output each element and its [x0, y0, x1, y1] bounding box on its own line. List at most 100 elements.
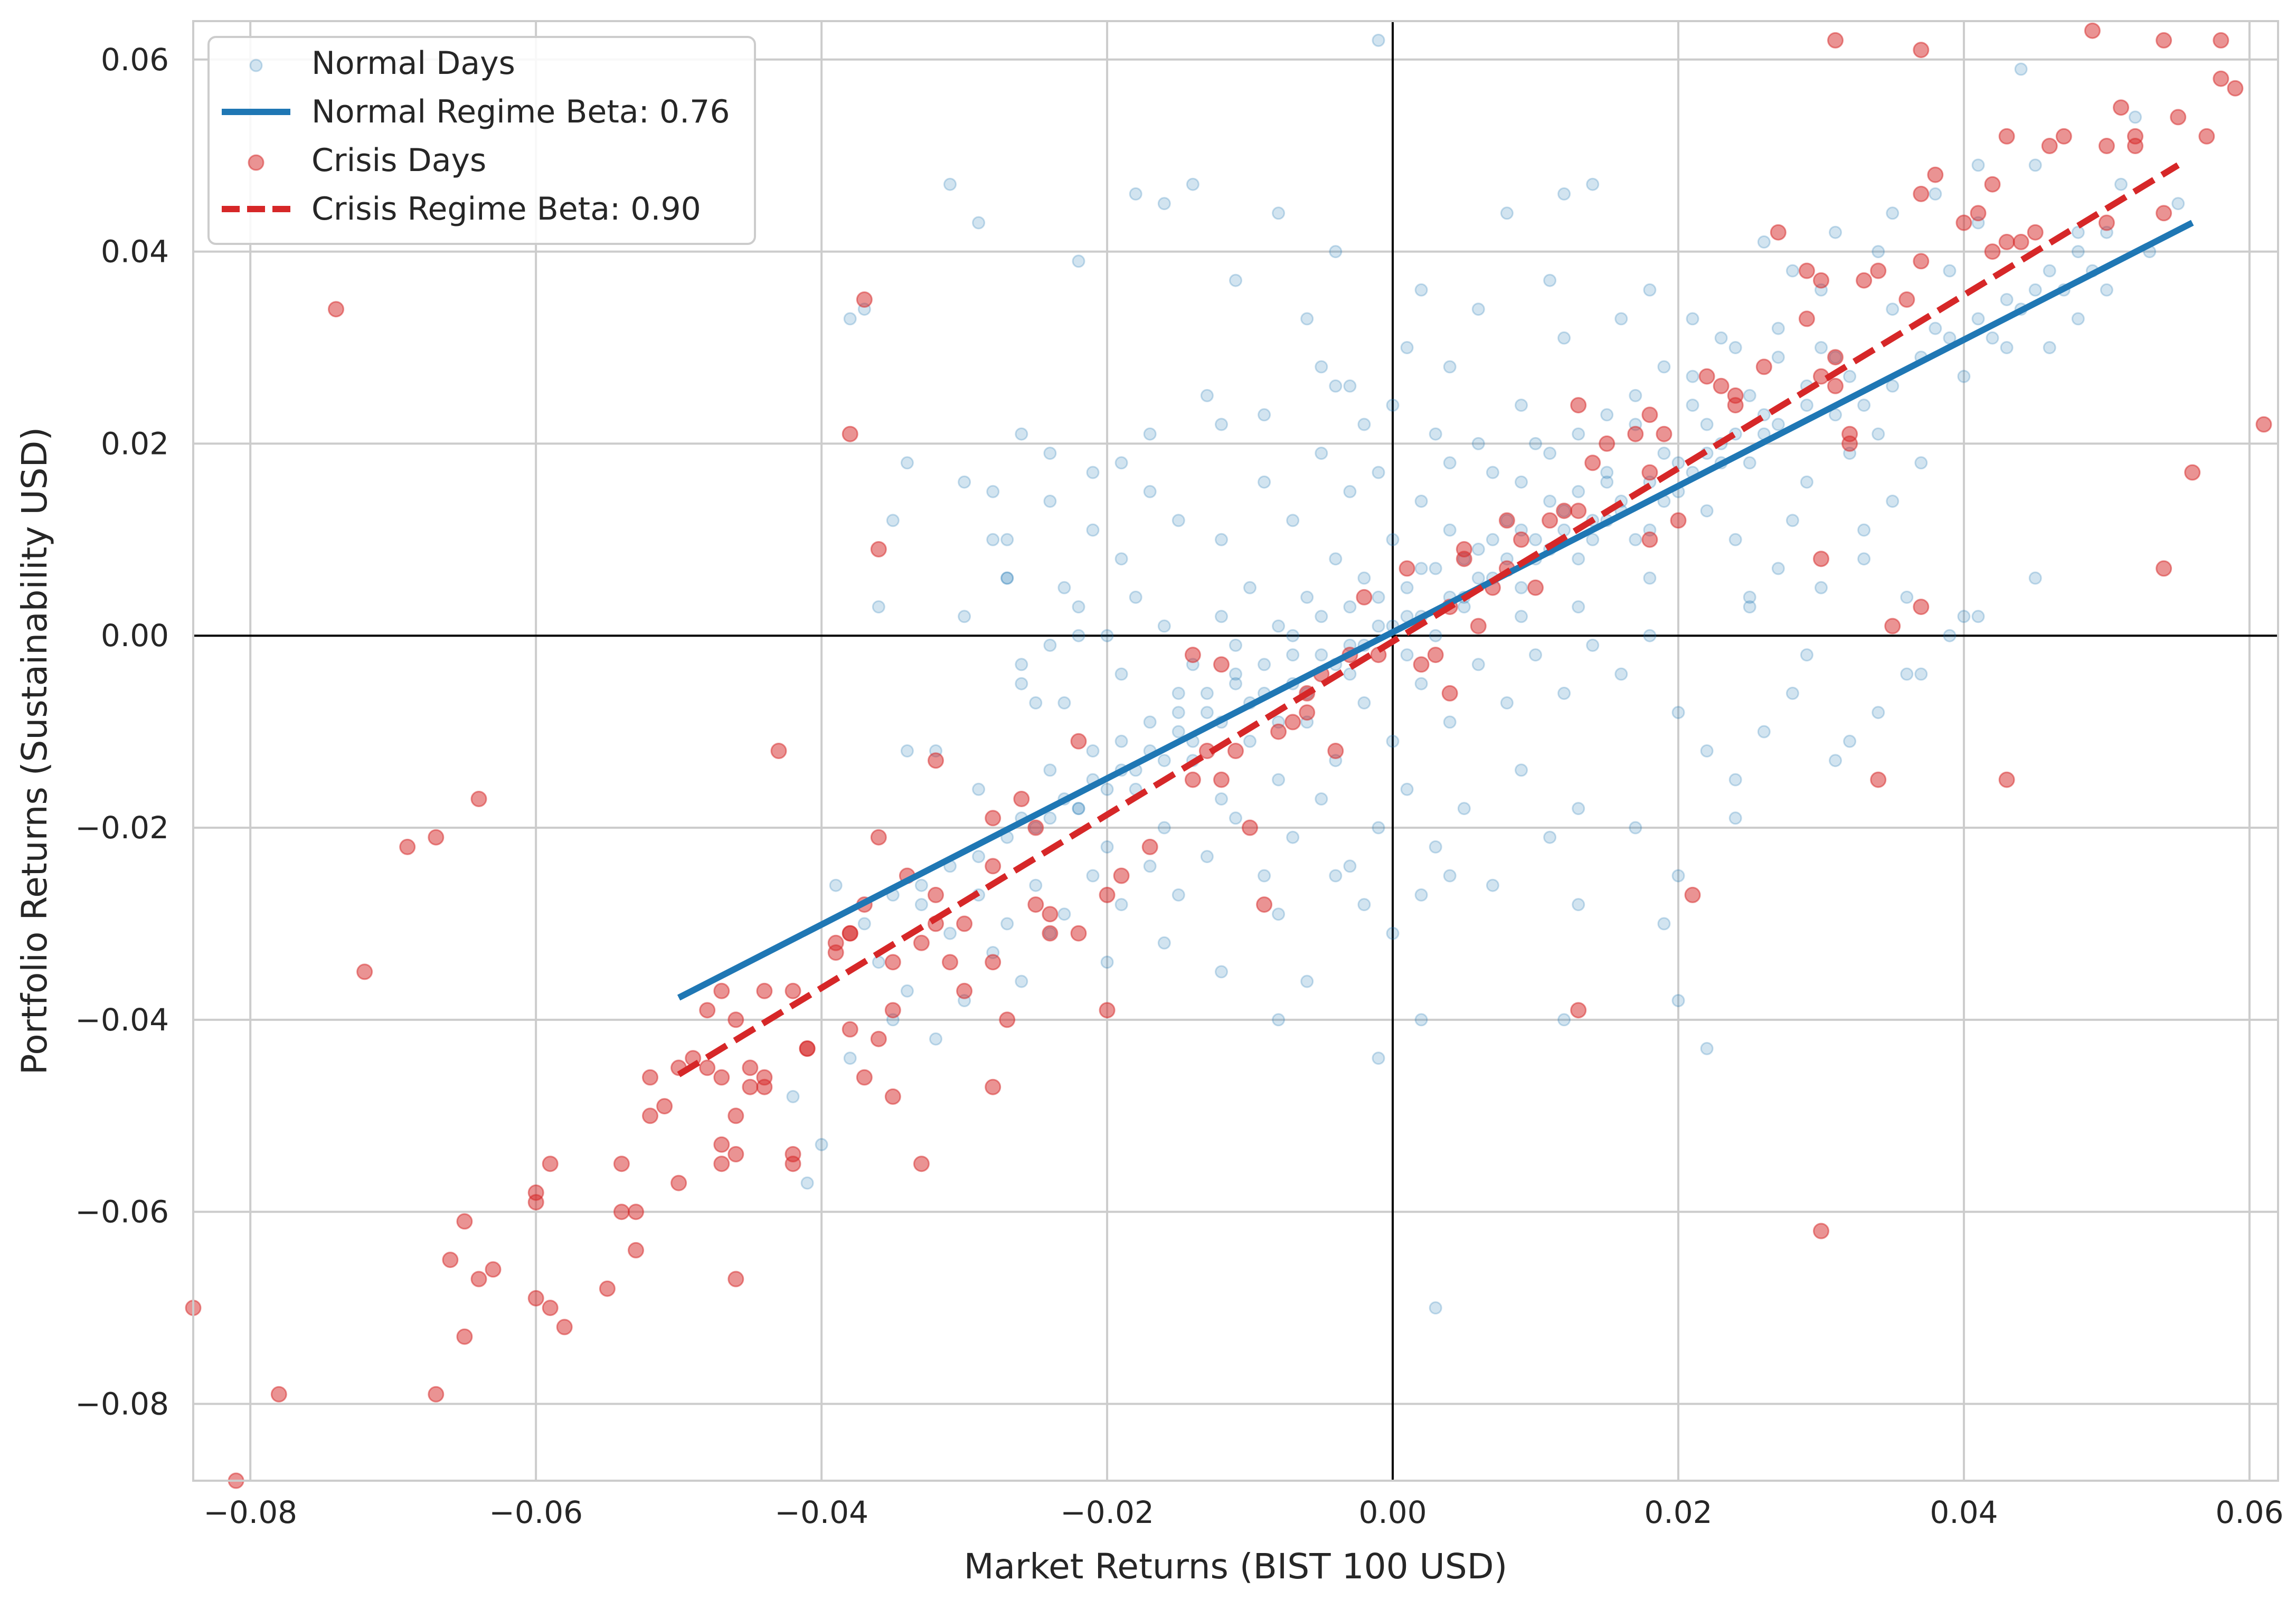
- crisis-day-point: [1570, 1002, 1587, 1019]
- normal-day-point: [1800, 475, 1813, 489]
- crisis-day-point: [1856, 272, 1873, 289]
- normal-day-point: [1543, 273, 1557, 287]
- normal-day-point: [2028, 158, 2042, 172]
- normal-day-point: [986, 485, 1000, 498]
- normal-day-point: [1771, 562, 1785, 575]
- crisis-day-point: [2127, 138, 2143, 154]
- normal-day-point: [1900, 667, 1914, 681]
- normal-day-point: [1629, 389, 1642, 402]
- normal-day-point: [1157, 197, 1171, 211]
- normal-day-point: [1429, 629, 1442, 642]
- normal-day-point: [1229, 811, 1242, 825]
- crisis-day-point: [727, 1011, 744, 1028]
- normal-day-point: [1900, 590, 1914, 604]
- crisis-day-point: [727, 1271, 744, 1287]
- crisis-day-point: [1955, 214, 1972, 231]
- normal-day-point: [1929, 187, 1942, 201]
- crisis-day-point: [756, 982, 773, 999]
- crisis-day-point: [870, 829, 887, 846]
- normal-day-point: [1171, 706, 1185, 719]
- crisis-day-point: [2156, 32, 2172, 49]
- normal-day-point: [1015, 658, 1028, 671]
- crisis-day-point: [270, 1386, 287, 1403]
- normal-day-point: [1529, 533, 1542, 546]
- crisis-day-point: [1227, 743, 1244, 759]
- legend-label: Normal Regime Beta: 0.76: [311, 93, 730, 130]
- normal-day-point: [1329, 379, 1343, 393]
- normal-day-point: [1657, 917, 1671, 931]
- normal-day-point: [1229, 677, 1242, 690]
- normal-day-point: [1029, 878, 1043, 892]
- crisis-day-point: [742, 1078, 759, 1095]
- normal-day-point: [900, 456, 914, 470]
- normal-day-point: [1086, 466, 1100, 479]
- x-axis-label: Market Returns (BIST 100 USD): [964, 1546, 1508, 1587]
- normal-day-point: [1872, 427, 1885, 441]
- normal-day-point: [1171, 514, 1185, 527]
- normal-day-point: [1429, 1301, 1442, 1315]
- normal-day-point: [1157, 619, 1171, 633]
- crisis-day-point: [456, 1328, 473, 1345]
- normal-day-point: [1543, 830, 1557, 844]
- normal-day-point: [1471, 437, 1485, 450]
- crisis-day-point: [799, 1040, 816, 1057]
- normal-day-point: [1357, 418, 1371, 431]
- crisis-day-point: [642, 1069, 658, 1086]
- normal-day-point: [1100, 629, 1114, 642]
- normal-day-point: [1700, 418, 1714, 431]
- crisis-day-point: [756, 1069, 773, 1086]
- crisis-day-point: [1641, 531, 1658, 548]
- normal-day-point: [1543, 495, 1557, 508]
- crisis-day-point: [1641, 464, 1658, 481]
- normal-day-point: [872, 600, 885, 614]
- normal-day-point: [1743, 456, 1756, 470]
- crisis-day-point: [985, 810, 1001, 827]
- x-tick-label: 0.02: [1644, 1494, 1712, 1530]
- x-tick-label: −0.06: [489, 1494, 583, 1530]
- crisis-day-point: [1327, 743, 1344, 759]
- normal-day-point: [1457, 600, 1471, 614]
- y-tick-labels: −0.08 −0.06 −0.04 −0.02 0.00 0.02 0.04 0.06: [75, 42, 169, 1422]
- crisis-day-point: [727, 1146, 744, 1162]
- normal-day-point: [1414, 677, 1428, 690]
- normal-day-point: [1743, 389, 1756, 402]
- normal-day-point: [1829, 754, 1842, 768]
- normal-day-point: [1015, 677, 1028, 690]
- crisis-day-point: [1498, 512, 1515, 529]
- crisis-day-point: [1755, 358, 1772, 375]
- x-tick-label: −0.08: [203, 1494, 297, 1530]
- normal-day-point: [1529, 437, 1542, 450]
- normal-day-point: [1000, 533, 1014, 546]
- x-tick-labels: −0.08 −0.06 −0.04 −0.02 0.00 0.02 0.04 0.06: [203, 1494, 2283, 1530]
- normal-day-point: [1443, 869, 1457, 883]
- crisis-day-point: [713, 1136, 730, 1153]
- normal-day-point: [1886, 206, 1900, 220]
- normal-day-point: [1372, 821, 1385, 835]
- crisis-day-point: [1984, 176, 2001, 193]
- normal-day-point: [958, 610, 971, 623]
- crisis-day-point: [1042, 906, 1059, 923]
- crisis-day-point: [1813, 1223, 1829, 1239]
- crisis-day-point: [1099, 886, 1116, 903]
- normal-day-point: [1372, 590, 1385, 604]
- normal-day-point: [1229, 638, 1242, 652]
- x-tick-label: 0.04: [1930, 1494, 1998, 1530]
- normal-day-point: [1500, 206, 1514, 220]
- normal-day-point: [1043, 763, 1057, 777]
- normal-day-point: [1329, 552, 1343, 566]
- crisis-day-point: [870, 1030, 887, 1047]
- legend-label: Crisis Regime Beta: 0.90: [311, 191, 701, 228]
- normal-day-point: [1800, 648, 1813, 662]
- normal-day-point: [1272, 206, 1286, 220]
- normal-day-point: [1171, 725, 1185, 739]
- crisis-day-point: [2012, 233, 2029, 250]
- normal-day-point: [1986, 331, 1999, 345]
- x-tick-label: 0.06: [2215, 1494, 2283, 1530]
- normal-day-point: [1429, 562, 1442, 575]
- crisis-day-point: [442, 1252, 459, 1268]
- normal-day-point: [1357, 571, 1371, 585]
- normal-day-point: [1614, 667, 1628, 681]
- crisis-day-point: [1599, 435, 1615, 452]
- crisis-day-point: [1770, 224, 1787, 241]
- normal-day-point: [1586, 638, 1600, 652]
